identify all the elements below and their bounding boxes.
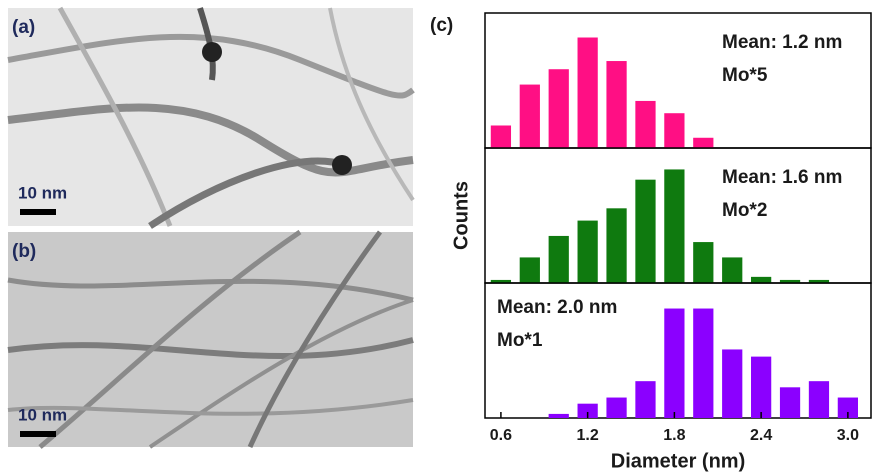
- scale-bar-label: 10 nm: [18, 183, 67, 202]
- bar: [577, 220, 598, 283]
- bar: [577, 403, 598, 418]
- x-tick-label: 3.0: [837, 427, 859, 444]
- panel-label: (a): [12, 17, 35, 38]
- bar: [519, 257, 540, 283]
- x-tick-label: 1.2: [577, 427, 599, 444]
- bar: [606, 397, 627, 418]
- bar: [693, 308, 714, 418]
- y-axis-label: Counts: [450, 181, 472, 250]
- bar: [635, 100, 656, 148]
- annotation: Mo*1: [497, 330, 543, 351]
- bar: [635, 179, 656, 283]
- bar: [490, 125, 512, 148]
- bar: [693, 137, 714, 148]
- bar: [722, 349, 743, 418]
- annotation: Mean: 1.6 nm: [722, 167, 842, 188]
- tem-image-a: (a) 10 nm: [7, 6, 415, 229]
- bar: [577, 37, 598, 148]
- annotation: Mo*2: [722, 200, 767, 221]
- x-tick-label: 0.6: [490, 427, 512, 444]
- bar: [548, 69, 569, 148]
- bar: [779, 387, 801, 418]
- bar: [548, 235, 569, 283]
- bar: [722, 257, 743, 283]
- bar: [664, 308, 685, 418]
- tem-image-b: (b) 10 nm: [7, 229, 414, 449]
- bar: [606, 208, 627, 283]
- x-axis-label: Diameter (nm): [611, 450, 745, 472]
- bar: [808, 381, 830, 418]
- bar: [693, 242, 714, 283]
- x-tick-label: 1.8: [663, 427, 685, 444]
- scale-bar: [20, 431, 56, 437]
- scale-bar: [20, 209, 56, 215]
- x-tick-label: 2.4: [750, 427, 772, 444]
- panel-label: (c): [430, 15, 453, 36]
- bar: [751, 276, 772, 283]
- bar: [606, 61, 627, 148]
- bar: [664, 169, 685, 283]
- annotation: Mean: 2.0 nm: [497, 297, 617, 318]
- panel-label: (b): [12, 241, 36, 262]
- annotation: Mo*5: [722, 65, 768, 86]
- scale-bar-label: 10 nm: [18, 405, 67, 424]
- bar: [664, 113, 685, 148]
- bar: [635, 381, 656, 418]
- bar: [548, 413, 569, 418]
- bar: [490, 279, 512, 283]
- bar: [779, 279, 801, 283]
- bar: [808, 279, 830, 283]
- bar: [751, 356, 772, 418]
- bar: [519, 84, 540, 148]
- annotation: Mean: 1.2 nm: [722, 32, 842, 53]
- bar: [837, 397, 858, 418]
